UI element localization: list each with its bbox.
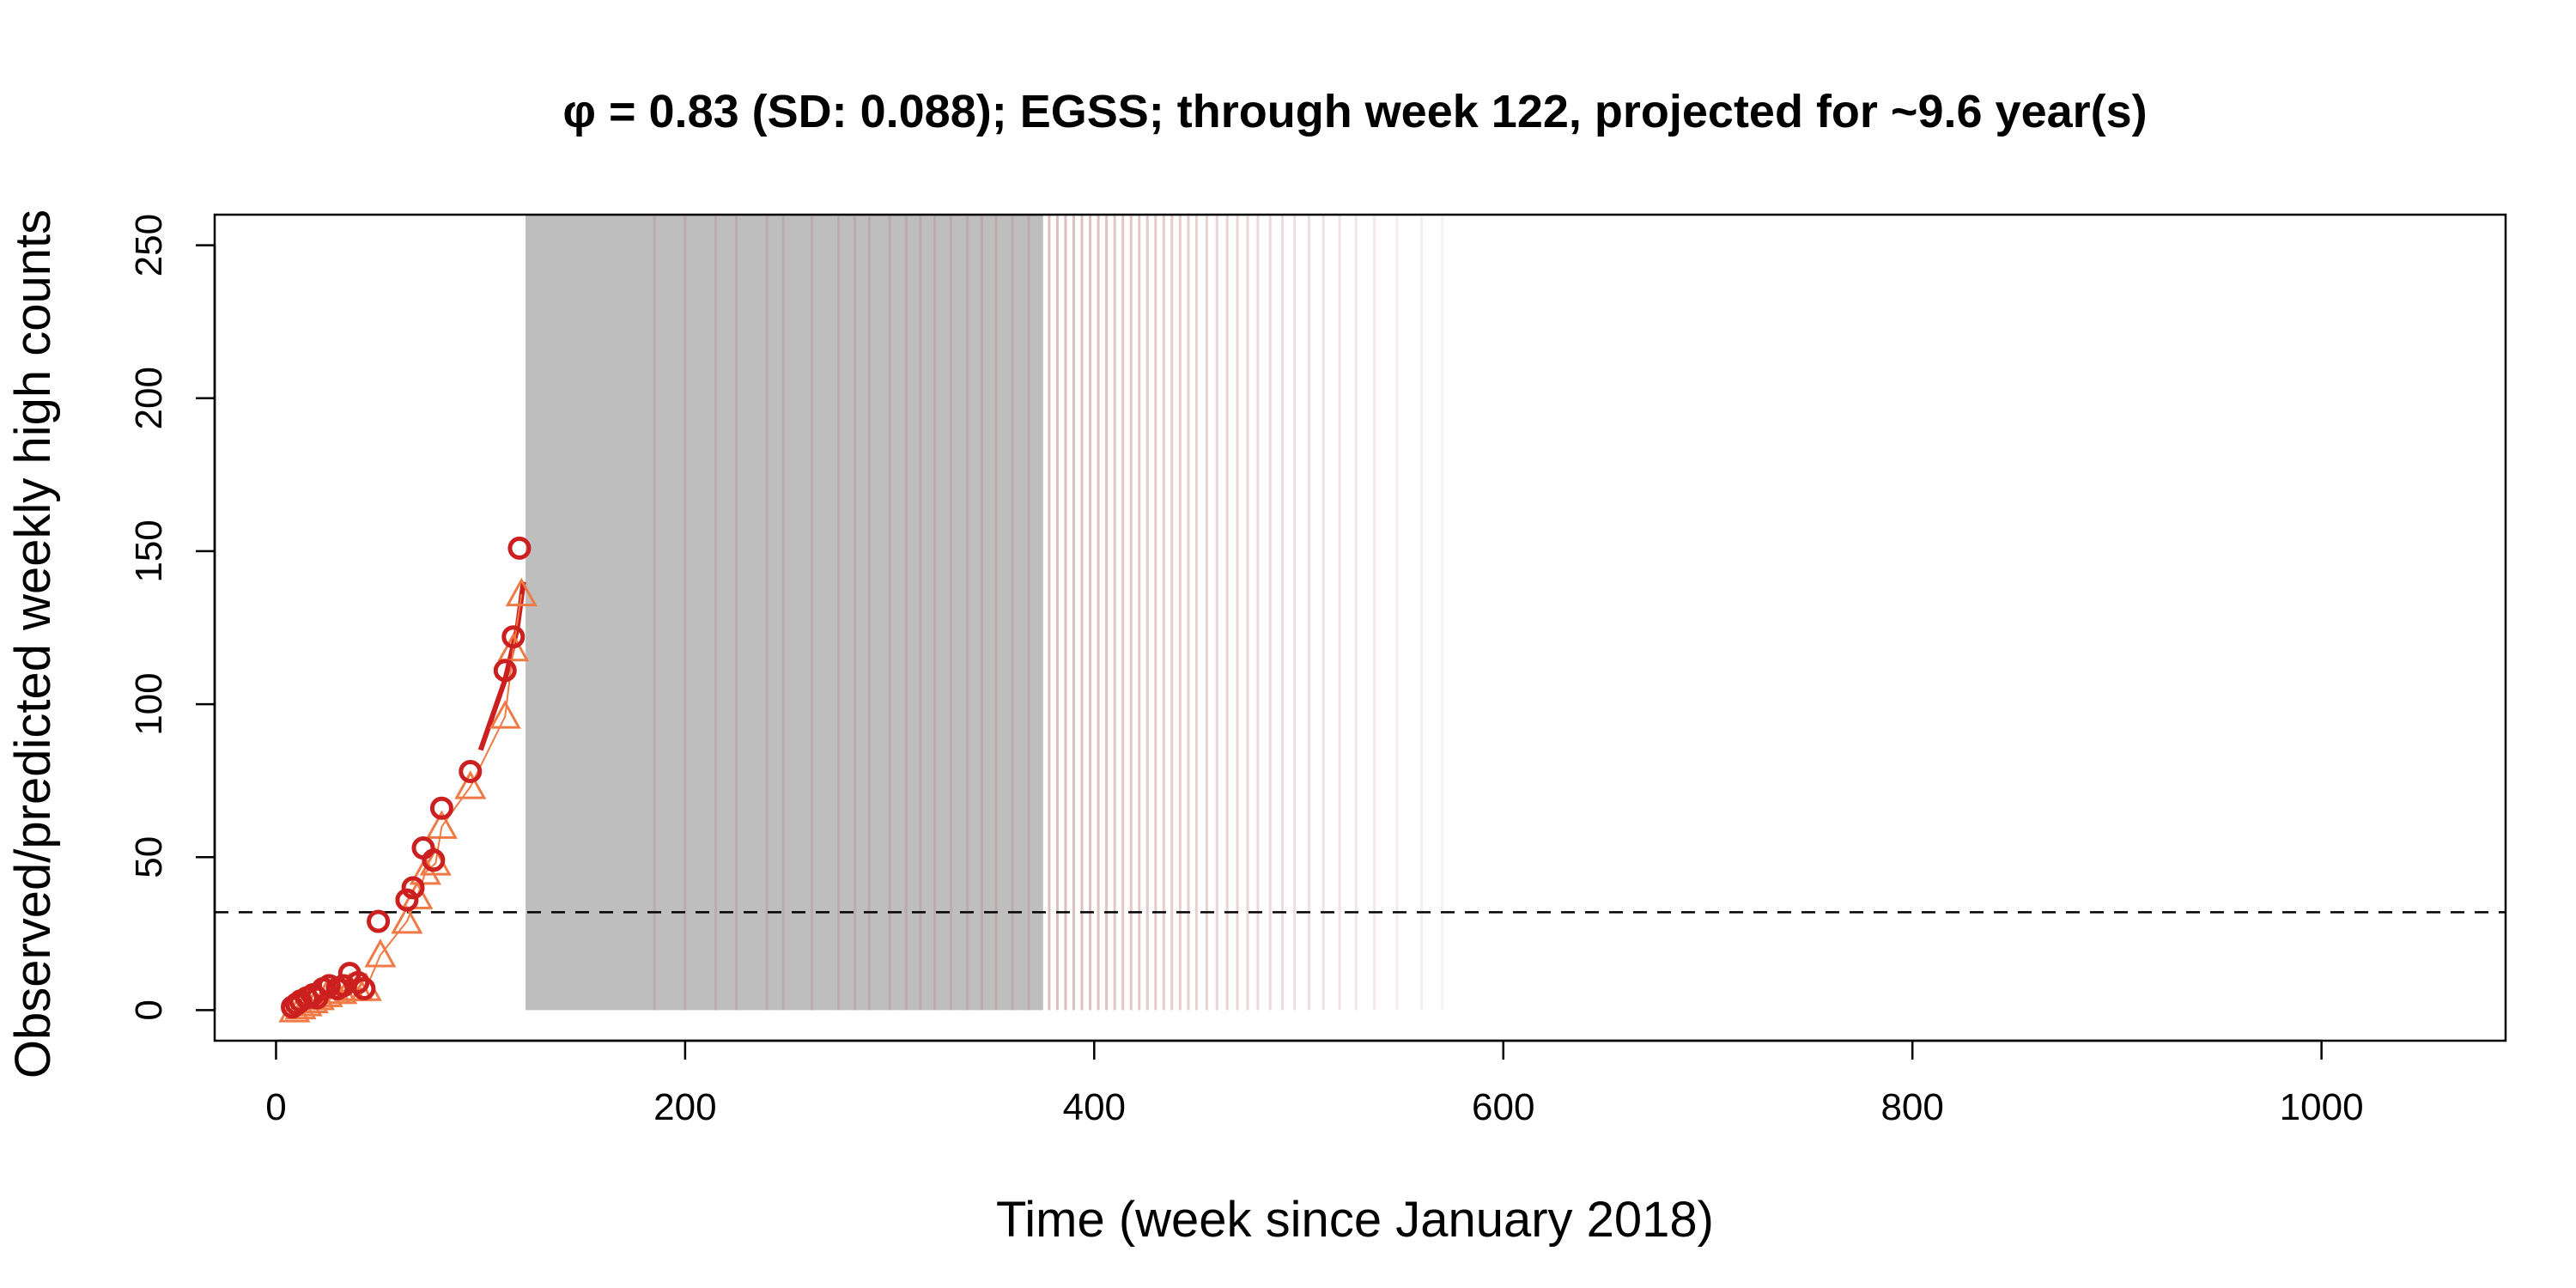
x-tick-label-5: 1000 [2280,1086,2364,1128]
predicted-line [294,593,523,1012]
observed-point-18 [429,796,453,820]
y-tick-label-2: 100 [128,672,170,735]
plot-area [215,215,2506,1023]
y-axis-label: Observed/predicted weekly high counts [5,210,61,1078]
observed-point-13 [367,909,391,933]
x-tick-label-2: 400 [1063,1086,1126,1128]
observed-point-21 [501,625,526,649]
predicted-point-20 [505,577,538,607]
plot-layer [215,215,2506,1023]
x-axis-label: Time (week since January 2018) [996,1192,1714,1248]
predicted-point-11 [364,939,397,968]
predicted-point-19 [497,632,530,662]
observed-point-20 [493,659,517,683]
x-tick-label-3: 600 [1472,1086,1534,1128]
y-tick-label-3: 150 [128,519,170,582]
observed-point-14 [395,888,419,912]
observed-point-11 [346,970,370,994]
axes-layer: 0 200 400 600 800 1000 0 50 100 150 200 250 [128,213,2507,1128]
y-tick-label-5: 250 [128,214,170,276]
observed-point-16 [411,836,435,860]
observed-point-19 [459,759,483,783]
observed-point-22 [507,536,532,560]
y-tick-label-1: 50 [128,836,170,878]
predicted-point-16 [425,810,458,839]
predicted-point-12 [391,904,423,934]
y-tick-label-4: 200 [128,367,170,429]
observed-point-15 [401,876,425,900]
y-tick-label-0: 0 [128,999,170,1020]
x-tick-label-0: 0 [265,1086,286,1128]
predicted-point-18 [489,700,521,729]
chart-title: φ = 0.83 (SD: 0.088); EGSS; through week… [562,86,2147,137]
x-tick-label-1: 200 [653,1086,716,1128]
observed-point-17 [422,848,446,872]
x-tick-label-4: 800 [1880,1086,1943,1128]
observed-point-12 [352,976,376,1000]
predicted-point-17 [454,770,487,799]
